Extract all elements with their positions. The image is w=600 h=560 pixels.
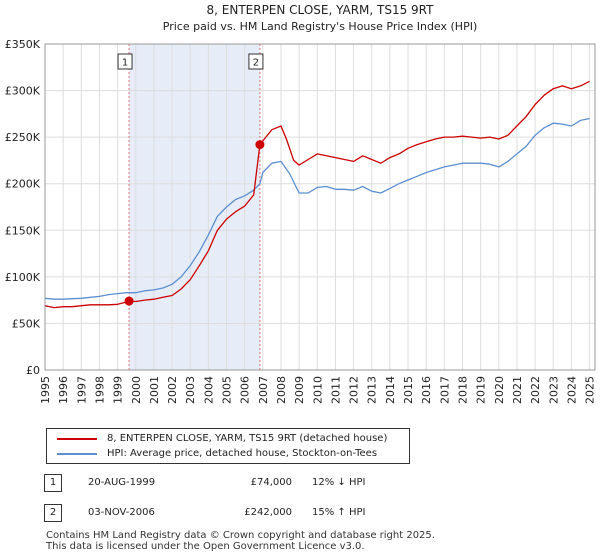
x-tick-label: 2006 <box>239 376 252 404</box>
y-tick-label: £100K <box>5 271 41 284</box>
x-tick-label: 1997 <box>75 376 88 404</box>
y-tick-label: £250K <box>5 131 41 144</box>
x-tick-label: 2021 <box>511 376 524 404</box>
legend-swatch-property <box>57 438 97 440</box>
sale-row: 2 03-NOV-2006 £242,000 15% ↑ HPI <box>44 504 564 522</box>
x-tick-label: 2004 <box>202 376 215 404</box>
x-tick-label: 2008 <box>275 376 288 404</box>
x-tick-label: 2010 <box>311 376 324 404</box>
sale-price: £242,000 <box>244 507 292 518</box>
x-tick-label: 1996 <box>57 376 70 404</box>
legend-label-hpi: HPI: Average price, detached house, Stoc… <box>107 448 378 459</box>
series-line-hpi <box>44 117 590 300</box>
plot-area <box>45 44 595 370</box>
sale-marker-label: 1 <box>122 58 128 69</box>
y-tick-label: £350K <box>5 38 41 51</box>
legend-label-property: 8, ENTERPEN CLOSE, YARM, TS15 9RT (detac… <box>107 433 388 444</box>
x-tick-label: 2025 <box>584 376 597 404</box>
x-tick-label: 2007 <box>257 376 270 404</box>
x-tick-label: 2012 <box>348 376 361 404</box>
chart-subtitle: Price paid vs. HM Land Registry's House … <box>163 20 478 33</box>
sale-row: 1 20-AUG-1999 £74,000 12% ↓ HPI <box>44 474 564 492</box>
sale-marker-label: 2 <box>253 58 259 69</box>
legend: 8, ENTERPEN CLOSE, YARM, TS15 9RT (detac… <box>46 428 410 464</box>
y-tick-label: £150K <box>5 224 41 237</box>
sale-marker-badge <box>248 53 264 70</box>
y-tick-label: £0 <box>26 364 40 377</box>
legend-item-property: 8, ENTERPEN CLOSE, YARM, TS15 9RT (detac… <box>57 432 397 446</box>
sale-number-badge: 2 <box>44 504 62 522</box>
price-chart: 8, ENTERPEN CLOSE, YARM, TS15 9RT Price … <box>5 3 597 404</box>
x-tick-label: 2001 <box>148 376 161 404</box>
sale-hpi-comparison: 12% ↓ HPI <box>312 477 366 488</box>
x-tick-label: 2003 <box>184 376 197 404</box>
footer-copyright: Contains HM Land Registry data © Crown c… <box>46 530 435 541</box>
x-tick-label: 2005 <box>221 376 234 404</box>
x-tick-label: 2020 <box>493 376 506 404</box>
x-tick-label: 2015 <box>402 376 415 404</box>
footer-attribution: Contains HM Land Registry data © Crown c… <box>46 530 435 552</box>
y-tick-label: £200K <box>5 178 41 191</box>
plot-frame <box>44 43 596 371</box>
legend-swatch-hpi <box>57 453 97 455</box>
y-tick-label: £50K <box>12 317 41 330</box>
x-tick-label: 2016 <box>420 376 433 404</box>
sale-number-badge: 1 <box>44 474 62 492</box>
x-tick-label: 1999 <box>112 376 125 404</box>
y-tick-label: £300K <box>5 85 41 98</box>
legend-item-hpi: HPI: Average price, detached house, Stoc… <box>57 447 397 461</box>
footer-licence: This data is licensed under the Open Gov… <box>46 541 365 552</box>
ownership-shade <box>129 44 260 370</box>
sale-marker-badge <box>117 53 133 70</box>
x-tick-label: 2000 <box>130 376 143 404</box>
x-tick-label: 2024 <box>565 376 578 404</box>
x-tick-label: 2019 <box>475 376 488 404</box>
sale-date: 03-NOV-2006 <box>88 507 155 518</box>
sale-hpi-comparison: 15% ↑ HPI <box>312 507 366 518</box>
chart-title: 8, ENTERPEN CLOSE, YARM, TS15 9RT <box>207 3 435 17</box>
sale-date: 20-AUG-1999 <box>88 477 156 488</box>
x-tick-label: 2023 <box>547 376 560 404</box>
x-tick-label: 1995 <box>39 376 52 404</box>
x-tick-label: 1998 <box>93 376 106 404</box>
x-tick-label: 2002 <box>166 376 179 404</box>
x-tick-label: 2018 <box>456 376 469 404</box>
x-tick-label: 2011 <box>329 376 342 404</box>
sale-point <box>255 140 265 150</box>
x-tick-label: 2014 <box>384 376 397 404</box>
x-tick-label: 2022 <box>529 376 542 404</box>
sale-point <box>124 296 134 306</box>
x-tick-label: 2009 <box>293 376 306 404</box>
x-tick-label: 2013 <box>366 376 379 404</box>
x-tick-label: 2017 <box>438 376 451 404</box>
sale-price: £74,000 <box>250 477 292 488</box>
